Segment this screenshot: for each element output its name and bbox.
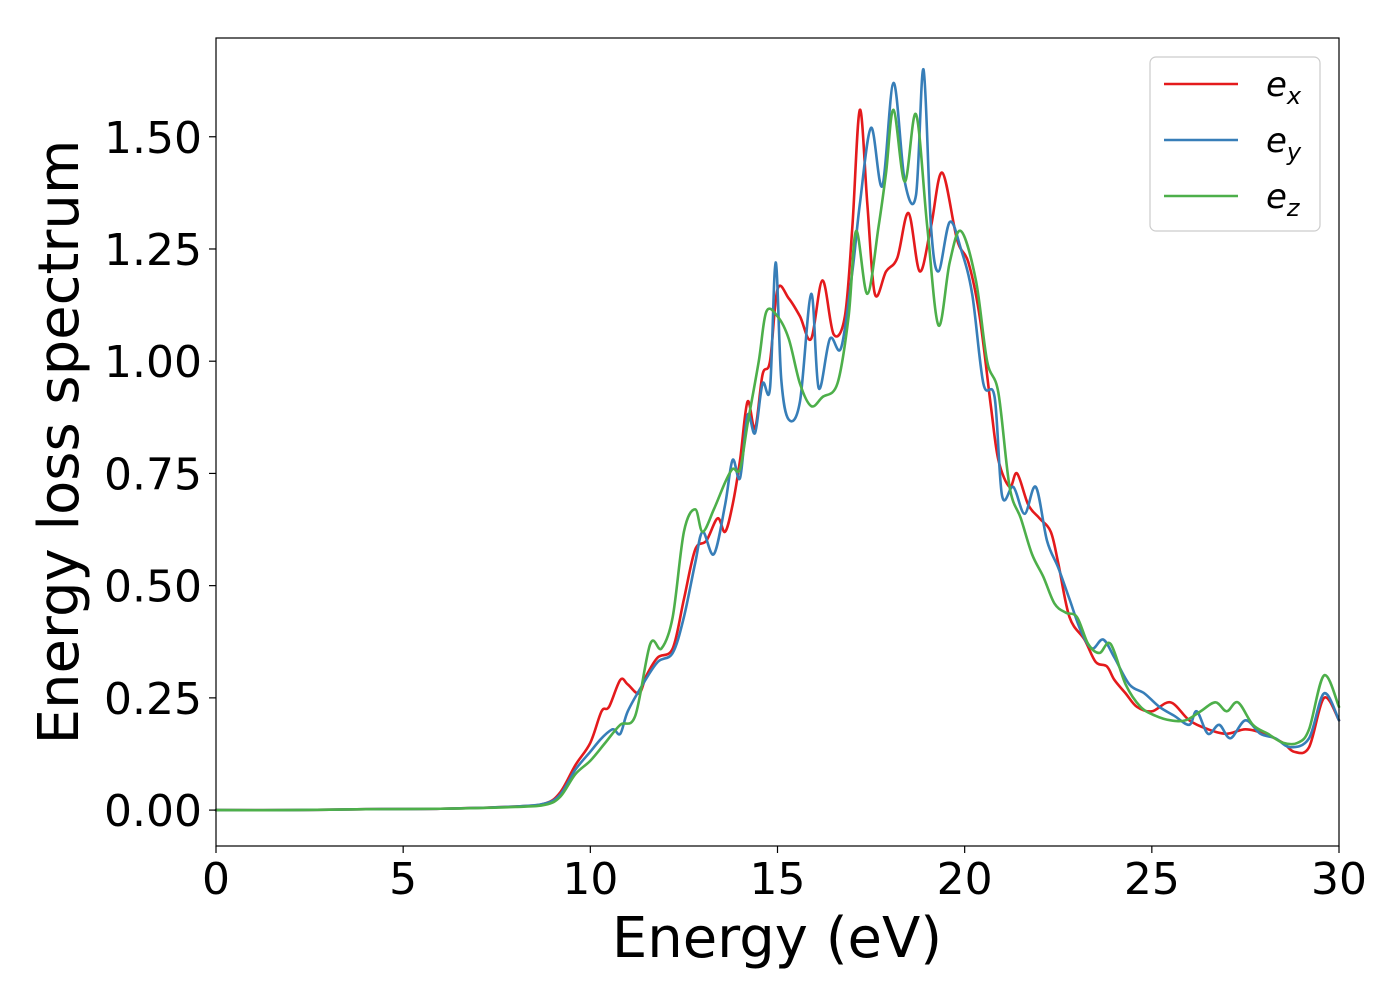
y-tick-label: 1.00 bbox=[104, 337, 202, 388]
y-axis-ticks: 0.00 0.25 0.50 0.75 1.00 1.25 1.50 bbox=[104, 113, 216, 837]
series-lines bbox=[214, 68, 1341, 812]
series-line-x bbox=[214, 108, 1341, 812]
legend: ex ey ez bbox=[1149, 56, 1321, 232]
series-line-z bbox=[214, 108, 1341, 812]
y-tick-label: 1.25 bbox=[104, 225, 202, 276]
x-axis-ticks: 0 5 10 15 20 25 30 bbox=[202, 846, 1367, 905]
x-tick-label: 15 bbox=[750, 854, 806, 905]
x-axis-label: Energy (eV) bbox=[612, 906, 942, 971]
x-tick-label: 5 bbox=[389, 854, 417, 905]
legend-box bbox=[1149, 56, 1321, 232]
x-tick-label: 10 bbox=[562, 854, 618, 905]
y-tick-label: 1.50 bbox=[104, 113, 202, 164]
x-tick-label: 20 bbox=[937, 854, 993, 905]
legend-label-y: ey bbox=[1266, 121, 1302, 166]
y-tick-label: 0.00 bbox=[104, 786, 202, 837]
x-tick-label: 0 bbox=[202, 854, 230, 905]
legend-items: ex ey ez bbox=[1164, 65, 1302, 222]
x-tick-label: 30 bbox=[1311, 854, 1367, 905]
y-axis-label: Energy loss spectrum bbox=[27, 140, 92, 745]
legend-label-z: ez bbox=[1266, 177, 1301, 222]
x-tick-label: 25 bbox=[1124, 854, 1180, 905]
y-tick-label: 0.25 bbox=[104, 674, 202, 725]
y-tick-label: 0.50 bbox=[104, 562, 202, 613]
y-tick-label: 0.75 bbox=[104, 449, 202, 500]
legend-label-x: ex bbox=[1266, 65, 1302, 110]
